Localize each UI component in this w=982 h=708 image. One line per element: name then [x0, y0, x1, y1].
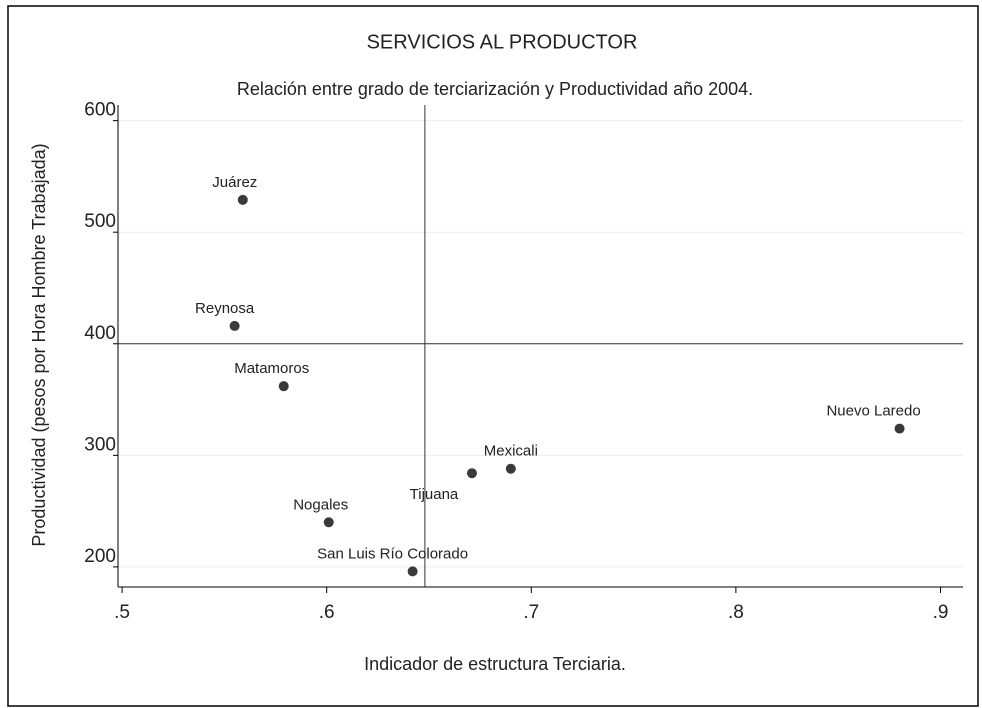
point [505, 463, 516, 474]
x-tick-label: .6 [319, 602, 335, 623]
y-tick-label: 200 [84, 546, 116, 567]
y-tick-label: 300 [84, 434, 116, 455]
x-axis-label: Indicador de estructura Terciaria. [364, 654, 626, 674]
point-label: Reynosa [195, 300, 255, 317]
point-label: Nuevo Laredo [826, 403, 920, 420]
point [407, 566, 418, 577]
chart-title: SERVICIOS AL PRODUCTOR [367, 31, 638, 53]
point [894, 423, 905, 434]
point-label: Juárez [212, 174, 257, 191]
x-tick-label: .9 [933, 602, 949, 623]
chart-subtitle: Relación entre grado de terciarización y… [237, 79, 753, 99]
y-tick-label: 500 [84, 211, 116, 232]
point-label: Tijuana [410, 486, 459, 503]
point [229, 320, 240, 331]
point [278, 381, 289, 392]
frame [7, 5, 979, 707]
point [237, 194, 248, 205]
x-tick-label: .7 [523, 602, 539, 623]
point-label: San Luis Río Colorado [317, 545, 468, 562]
y-tick-label: 400 [84, 323, 116, 344]
x-tick-label: .5 [114, 602, 130, 623]
x-tick-label: .8 [728, 602, 744, 623]
point [323, 517, 334, 528]
y-axis-label: Productividad (pesos por Hora Hombre Tra… [29, 143, 49, 546]
point-label: Mexicali [484, 443, 538, 460]
point [466, 468, 477, 479]
point-label: Matamoros [234, 360, 309, 377]
point-label: Nogales [293, 496, 348, 513]
y-tick-label: 600 [84, 100, 116, 121]
